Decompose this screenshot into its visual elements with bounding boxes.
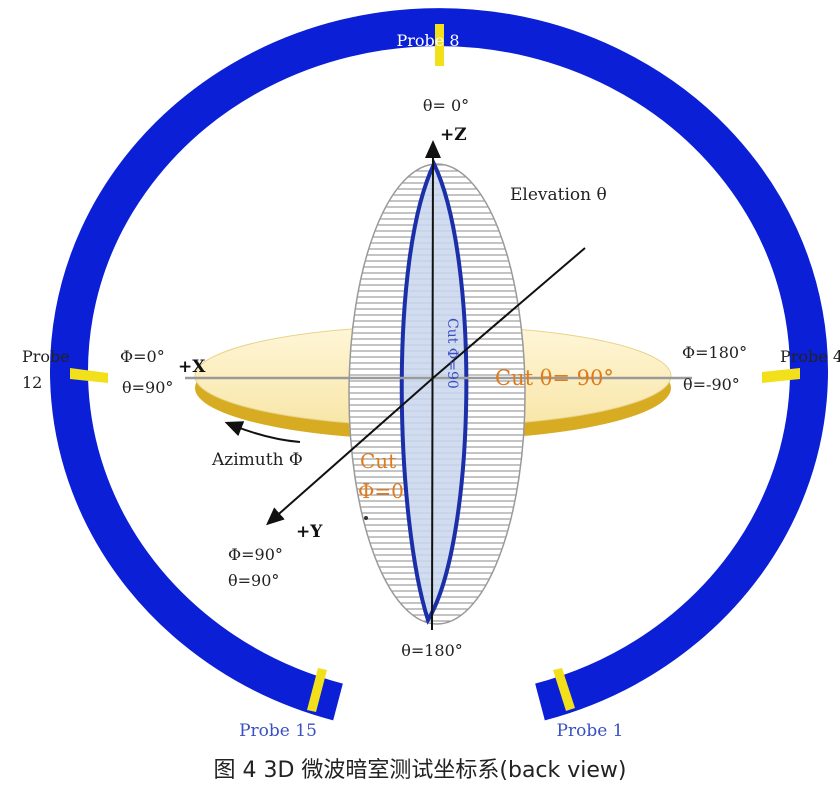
caption-prefix: 图 4 3D 微波暗室测试坐标系 [213, 758, 500, 783]
phi-90-cut-ellipse [399, 159, 469, 625]
z-axis [424, 140, 441, 631]
y-axis [266, 377, 434, 526]
y-axis-label: +Y [296, 522, 323, 542]
probe-12-label-number: 12 [22, 373, 42, 392]
elevation-label: Elevation θ [510, 185, 607, 205]
probe-8-marker [435, 24, 444, 66]
caption-suffix: (back view) [499, 758, 627, 783]
probe-4-marker [762, 368, 800, 383]
probe-15-marker [307, 668, 327, 712]
azimuth-arrow [224, 421, 301, 443]
cut-phi-0-label-line1: Cut [360, 449, 396, 473]
x-axis-label: +X [178, 357, 206, 377]
theta-180-label: θ=180° [401, 641, 463, 660]
left-theta-label: θ=90° [122, 378, 173, 397]
figure-caption: 图 4 3D 微波暗室测试坐标系(back view) [0, 752, 840, 784]
right-theta-label: θ=-90° [683, 375, 740, 394]
y-phi-label: Φ=90° [228, 545, 283, 564]
probe-12-marker [70, 368, 108, 383]
theta-0-label: θ= 0° [423, 96, 469, 115]
probe-1-label: Probe 1 [557, 721, 624, 741]
probe-8-label: Probe 8 [396, 31, 459, 50]
cut-theta-90-label: Cut θ= 90° [495, 366, 614, 390]
cut-phi-90-label: Cut Φ=90 [444, 318, 460, 389]
probe-12-label: Probe [22, 347, 70, 366]
origin-dot [364, 516, 368, 520]
diagonal-axis-upper [432, 247, 586, 379]
z-axis-label: +Z [440, 125, 467, 145]
probe-15-label: Probe 15 [239, 721, 317, 741]
cut-phi-0-label-line2: Φ=0 [358, 479, 404, 503]
left-phi-label: Φ=0° [120, 347, 165, 366]
probe-4-label: Probe 4 [780, 347, 840, 366]
probe-1-marker [553, 668, 575, 711]
y-theta-label: θ=90° [228, 571, 279, 590]
right-phi-label: Φ=180° [682, 343, 747, 362]
azimuth-label: Azimuth Φ [211, 450, 303, 470]
